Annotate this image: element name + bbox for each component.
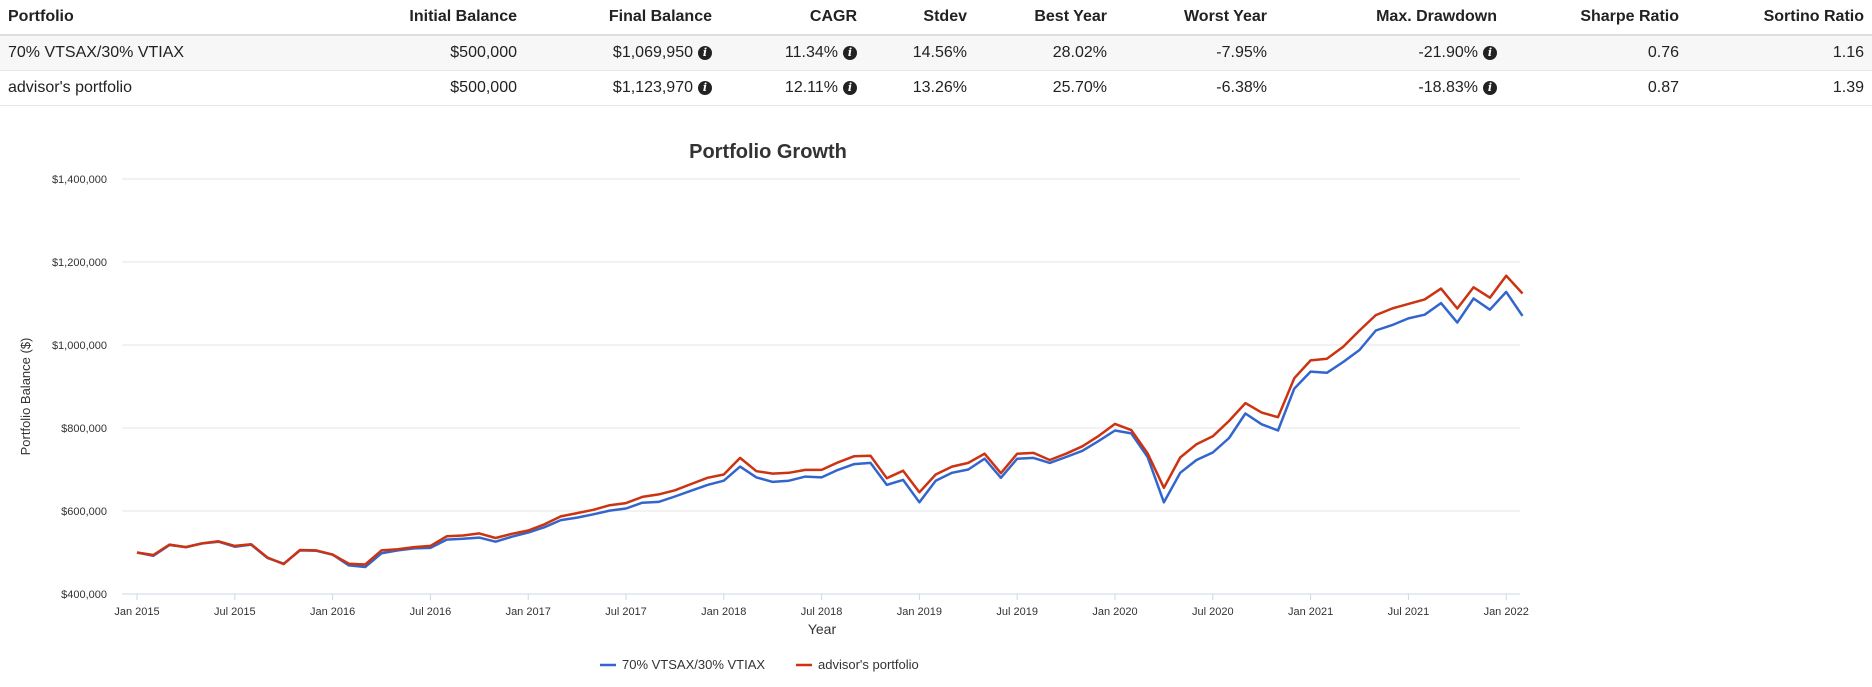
chart-title: Portfolio Growth: [689, 141, 847, 163]
legend-label: 70% VTSAX/30% VTIAX: [622, 657, 765, 672]
cell-stdev: 14.56%: [865, 35, 975, 71]
x-tick-label: Jan 2020: [1092, 606, 1137, 618]
y-tick-label: $1,200,000: [52, 257, 107, 269]
value: 12.11%: [784, 79, 838, 96]
value: 11.34%: [784, 44, 838, 61]
portfolio-growth-chart: Portfolio Growth $400,000 $600,000 $800,00…: [0, 120, 1872, 687]
table-row: advisor's portfolio $500,000 $1,123,970 i…: [0, 70, 1872, 106]
value: $1,069,950: [612, 44, 693, 61]
legend-label: advisor's portfolio: [818, 657, 919, 672]
y-axis-ticks: $400,000 $600,000 $800,000 $1,000,000 $1,200…: [52, 174, 107, 601]
col-header-initial-balance: Initial Balance: [250, 0, 525, 36]
y-tick-label: $400,000: [61, 589, 107, 601]
info-icon[interactable]: i: [843, 46, 857, 60]
col-header-sortino-ratio: Sortino Ratio: [1687, 0, 1872, 36]
x-tick-label: Jul 2017: [605, 606, 647, 618]
x-tick-label: Jul 2019: [996, 606, 1038, 618]
cell-cagr: 11.34% i: [720, 35, 865, 71]
cell-final-balance: $1,069,950 i: [525, 35, 720, 71]
y-tick-label: $1,000,000: [52, 340, 107, 352]
x-tick-label: Jul 2016: [410, 606, 452, 618]
x-tick-label: Jul 2021: [1388, 606, 1430, 618]
table-row: 70% VTSAX/30% VTIAX $500,000 $1,069,950 i…: [0, 35, 1872, 71]
cell-portfolio: 70% VTSAX/30% VTIAX: [0, 35, 250, 71]
chart-series: [136, 274, 1524, 569]
x-tick-label: Jan 2019: [897, 606, 942, 618]
y-tick-label: $800,000: [61, 423, 107, 435]
y-axis-label: Portfolio Balance ($): [18, 338, 33, 456]
cell-worst-year: -6.38%: [1115, 70, 1275, 106]
table-header-row: Portfolio Initial Balance Final Balance …: [0, 0, 1872, 36]
col-header-sharpe-ratio: Sharpe Ratio: [1505, 0, 1687, 36]
summary-table: Portfolio Initial Balance Final Balance …: [0, 0, 1872, 106]
info-icon[interactable]: i: [1483, 81, 1497, 95]
value: -18.83%: [1418, 79, 1478, 96]
chart-svg: Portfolio Growth $400,000 $600,000 $800,00…: [18, 141, 1529, 672]
x-axis-label: Year: [808, 621, 837, 637]
col-header-final-balance: Final Balance: [525, 0, 720, 36]
col-header-stdev: Stdev: [865, 0, 975, 36]
x-tick-label: Jan 2022: [1484, 606, 1529, 618]
legend-item-1[interactable]: 70% VTSAX/30% VTIAX: [600, 657, 765, 672]
cell-worst-year: -7.95%: [1115, 35, 1275, 71]
col-header-cagr: CAGR: [720, 0, 865, 36]
y-tick-label: $600,000: [61, 506, 107, 518]
cell-initial-balance: $500,000: [250, 35, 525, 71]
legend-item-2[interactable]: advisor's portfolio: [796, 657, 919, 672]
x-tick-label: Jul 2018: [801, 606, 843, 618]
x-tick-label: Jan 2021: [1288, 606, 1333, 618]
x-tick-label: Jan 2015: [114, 606, 159, 618]
cell-max-drawdown: -18.83% i: [1275, 70, 1505, 106]
value: -21.90%: [1418, 44, 1478, 61]
col-header-max-drawdown: Max. Drawdown: [1275, 0, 1505, 36]
cell-sortino-ratio: 1.39: [1687, 70, 1872, 106]
col-header-best-year: Best Year: [975, 0, 1115, 36]
x-axis-ticks: Jan 2015 Jul 2015 Jan 2016 Jul 2016 Jan 2017…: [114, 594, 1529, 618]
chart-gridlines: [122, 178, 1520, 595]
cell-max-drawdown: -21.90% i: [1275, 35, 1505, 71]
col-header-worst-year: Worst Year: [1115, 0, 1275, 36]
x-tick-label: Jan 2016: [310, 606, 355, 618]
y-tick-label: $1,400,000: [52, 174, 107, 186]
info-icon[interactable]: i: [698, 81, 712, 95]
cell-sortino-ratio: 1.16: [1687, 35, 1872, 71]
cell-best-year: 25.70%: [975, 70, 1115, 106]
cell-sharpe-ratio: 0.76: [1505, 35, 1687, 71]
series-line-2[interactable]: [136, 274, 1524, 566]
info-icon[interactable]: i: [843, 81, 857, 95]
x-tick-label: Jul 2020: [1192, 606, 1234, 618]
col-header-portfolio: Portfolio: [0, 0, 250, 36]
x-tick-label: Jan 2017: [506, 606, 551, 618]
cell-stdev: 13.26%: [865, 70, 975, 106]
x-tick-label: Jan 2018: [701, 606, 746, 618]
series-line-1[interactable]: [136, 290, 1524, 569]
value: $1,123,970: [612, 79, 693, 96]
x-tick-label: Jul 2015: [214, 606, 256, 618]
info-icon[interactable]: i: [698, 46, 712, 60]
cell-best-year: 28.02%: [975, 35, 1115, 71]
cell-sharpe-ratio: 0.87: [1505, 70, 1687, 106]
cell-initial-balance: $500,000: [250, 70, 525, 106]
cell-cagr: 12.11% i: [720, 70, 865, 106]
cell-final-balance: $1,123,970 i: [525, 70, 720, 106]
info-icon[interactable]: i: [1483, 46, 1497, 60]
cell-portfolio: advisor's portfolio: [0, 70, 250, 106]
chart-legend: 70% VTSAX/30% VTIAX advisor's portfolio: [600, 657, 919, 672]
